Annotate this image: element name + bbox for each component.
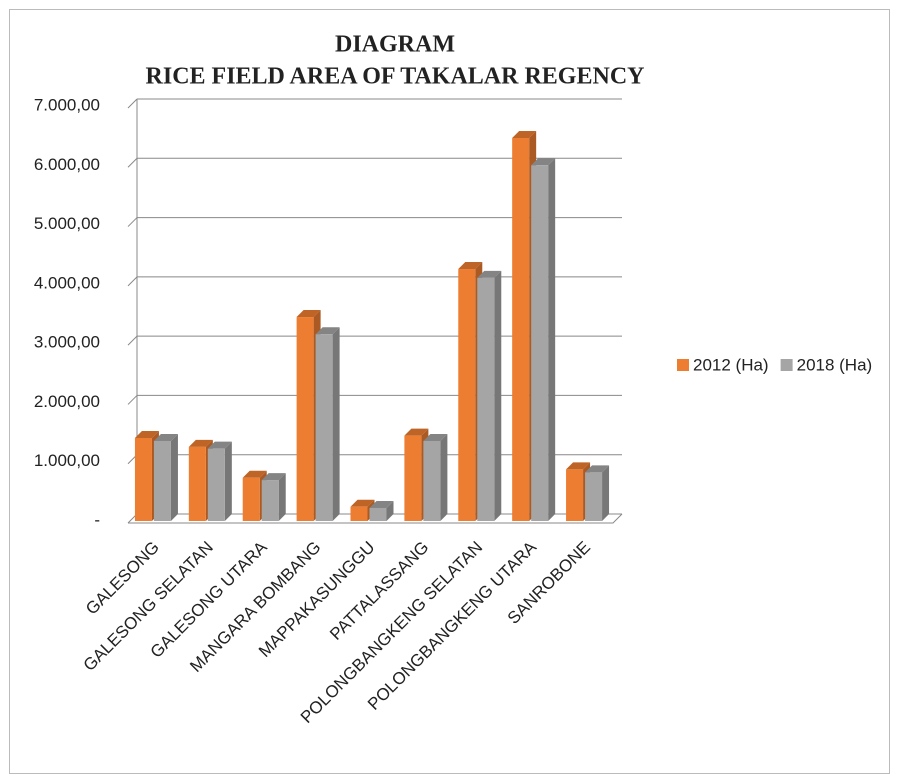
bar-top [369,500,394,508]
bar-side [440,433,448,521]
bar-side [602,465,610,521]
bar-top [404,428,429,436]
bar-top [261,473,286,481]
y-tick-label: 3.000,00 [34,333,100,352]
y-tick-label: 5.000,00 [34,214,100,233]
bar-top [477,270,502,278]
bar-top [188,439,213,447]
grid-line-depth [127,276,138,287]
grid-line-depth [127,335,138,346]
bar [566,469,584,521]
grid-line-depth [127,217,138,227]
bar [512,138,530,521]
y-tick-label: 7.000,00 [34,95,100,114]
bar [585,472,603,521]
bar-top [512,131,537,139]
chart-title: RICE FIELD AREA OF TAKALAR REGENCY [146,64,645,90]
bar-side [494,270,502,521]
bar-top [585,465,610,473]
bar-top [153,433,178,441]
y-tick-label: 1.000,00 [34,451,100,470]
bar [315,334,333,521]
bar-top [566,462,591,470]
bar [350,506,368,521]
bar [477,277,495,521]
bar-top [207,441,232,449]
y-tick-label: 6.000,00 [34,155,100,174]
bar-top [350,499,375,507]
grid-line-depth [127,98,138,109]
y-tick-label: - [94,510,100,529]
bar [423,440,441,521]
bar [261,480,279,521]
y-tick-label: 2.000,00 [34,392,100,411]
bar [134,438,152,521]
grid-line-depth [127,395,138,405]
bar-top [242,470,267,478]
bar-top [315,327,340,335]
grid-line-depth [127,157,138,168]
chart-title: DIAGRAM [335,32,455,58]
bar-side [170,433,178,521]
bar [153,440,171,521]
bar-top [531,158,556,166]
legend-swatch [780,359,793,371]
bar-side [224,441,232,521]
legend-label: 2012 (Ha) [693,355,769,374]
bar [207,448,225,521]
bar [242,477,260,521]
bar [458,269,476,521]
chart-border [9,9,890,774]
bar-side [332,327,340,521]
y-tick-label: 4.000,00 [34,273,100,292]
bar [531,165,549,522]
bar [369,507,387,521]
bar-side [548,158,556,522]
bar [404,435,422,521]
bar [296,317,314,521]
legend-label: 2018 (Ha) [797,355,873,374]
bar-top [423,433,448,441]
bar-top [134,431,159,438]
bar-top [458,262,483,270]
bar-top [296,310,321,318]
axis-floor [128,513,623,524]
bar-side [386,500,394,521]
legend-swatch [677,359,689,371]
bar-side [278,473,286,521]
bar [188,446,206,521]
